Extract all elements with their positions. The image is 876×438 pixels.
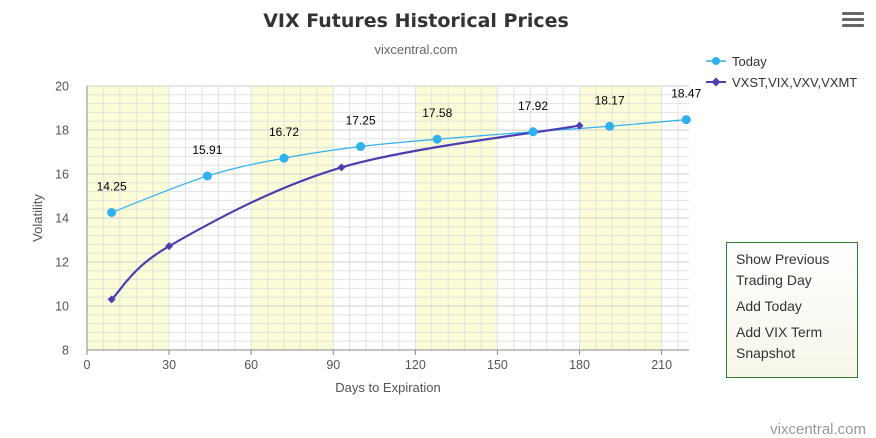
series-line-1 — [110, 124, 580, 301]
hamburger-menu-icon[interactable] — [842, 12, 864, 30]
legend-label-today: Today — [732, 54, 767, 69]
x-tick-label: 210 — [651, 358, 672, 372]
data-label: 17.92 — [518, 99, 548, 113]
data-label: 14.25 — [97, 180, 127, 194]
legend-marker-today — [712, 57, 720, 65]
x-tick-label: 60 — [244, 358, 258, 372]
y-axis-label: Volatility — [30, 194, 45, 242]
data-label: 18.47 — [671, 87, 701, 101]
y-tick-label: 12 — [55, 256, 69, 270]
credit-link[interactable]: vixcentral.com — [770, 421, 866, 438]
data-point-circle — [432, 134, 442, 144]
menu-item-add-vix-term-snapshot[interactable]: Add VIX Term Snapshot — [736, 324, 823, 361]
legend-item-vxst[interactable]: VXST,VIX,VXV,VXMT — [706, 75, 857, 90]
data-point-diamond — [107, 295, 116, 304]
x-tick-label: 180 — [569, 358, 590, 372]
data-label: 16.72 — [269, 125, 299, 139]
data-labels: 14.25 15.91 16.72 17.25 17.58 17.92 18.17 18.47 — [97, 87, 702, 194]
menu-bar — [842, 18, 864, 21]
x-tick-label: 120 — [405, 358, 426, 372]
y-tick-label: 20 — [55, 80, 69, 94]
menu-bar — [842, 12, 864, 15]
data-point-circle — [528, 127, 538, 137]
y-tick-label: 16 — [55, 168, 69, 182]
data-label: 15.91 — [192, 143, 222, 157]
data-point-circle — [107, 208, 117, 217]
data-point-circle — [279, 153, 289, 163]
data-point-circle — [356, 142, 366, 151]
chart-subtitle: vixcentral.com — [374, 42, 457, 57]
legend-marker-vxst — [711, 77, 721, 87]
data-point-diamond — [337, 163, 346, 172]
data-point-diamond — [575, 121, 584, 130]
x-tick-label: 150 — [487, 358, 508, 372]
data-point-circle — [202, 171, 212, 181]
y-tick-label: 14 — [55, 212, 69, 226]
data-point-circle — [681, 115, 691, 125]
legend: Today VXST,VIX,VXV,VXMT — [706, 54, 857, 90]
menu-item-show-previous-trading-day[interactable]: Show Previous Trading Day — [736, 251, 830, 288]
legend-item-today[interactable]: Today — [706, 54, 767, 69]
x-tick-label: 90 — [326, 358, 340, 372]
chart-title: VIX Futures Historical Prices — [263, 10, 569, 32]
data-point-circle — [605, 121, 615, 131]
data-point-diamond — [165, 242, 174, 251]
legend-label-vxst: VXST,VIX,VXV,VXMT — [732, 75, 857, 90]
y-tick-label: 18 — [55, 124, 69, 138]
axes: 0 30 60 90 120 150 180 210 8 10 12 14 16 18 20 — [55, 80, 689, 372]
data-label: 17.25 — [346, 114, 376, 128]
y-tick-label: 8 — [62, 344, 69, 358]
menu-bar — [842, 24, 864, 27]
x-axis-label: Days to Expiration — [335, 380, 441, 395]
menu-item-add-today[interactable]: Add Today — [736, 298, 802, 314]
y-tick-label: 10 — [55, 300, 69, 314]
series-markers — [107, 115, 691, 304]
x-tick-label: 30 — [162, 358, 176, 372]
chart-context-menu: Show Previous Trading Day Add Today Add … — [726, 242, 858, 378]
data-label: 18.17 — [595, 93, 625, 107]
x-tick-label: 0 — [84, 358, 91, 372]
data-label: 17.58 — [422, 106, 452, 120]
